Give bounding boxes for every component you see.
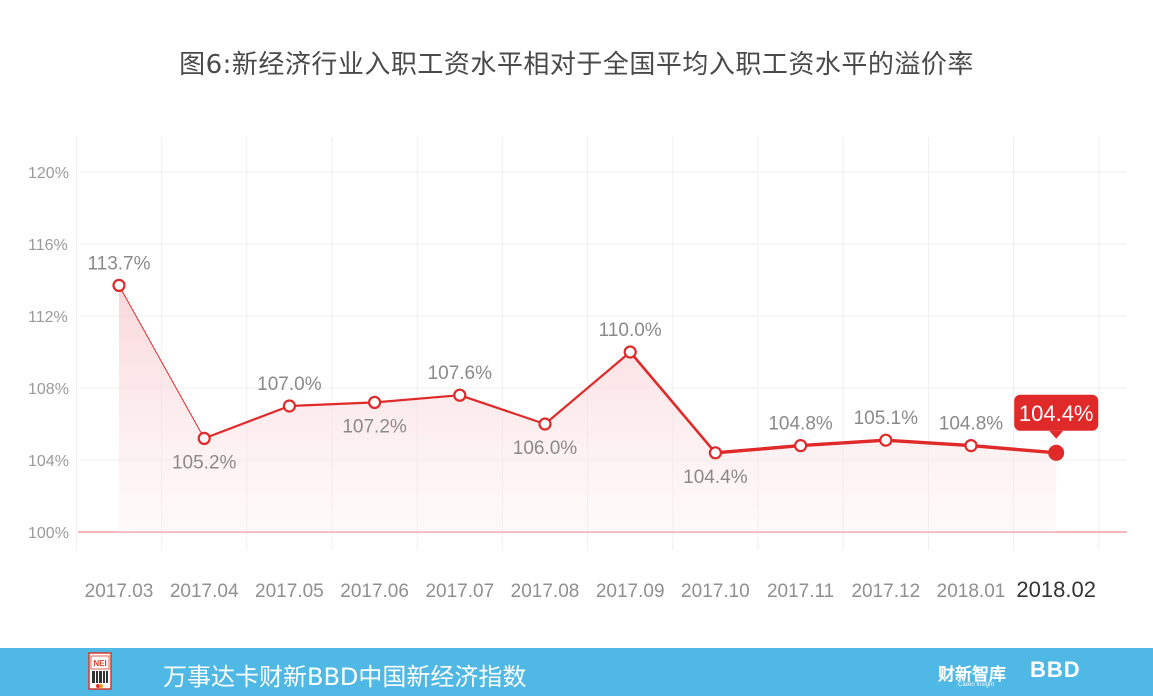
x-tick-label: 2017.12 bbox=[851, 581, 920, 602]
chart-title: 图6:新经济行业入职工资水平相对于全国平均入职工资水平的溢价率 bbox=[179, 50, 974, 80]
x-tick-label: 2017.05 bbox=[255, 581, 324, 602]
x-tick-label: 2018.02 bbox=[1016, 577, 1096, 602]
logo-text: NEI bbox=[93, 659, 106, 668]
data-label: 104.8% bbox=[939, 414, 1004, 435]
callout-pointer bbox=[1049, 430, 1064, 439]
data-label: 113.7% bbox=[87, 253, 150, 274]
footer-bar: NEI 万事达卡财新BBD中国新经济指数 财新智库 Caixin Insight… bbox=[0, 648, 1153, 696]
data-label: 107.2% bbox=[342, 416, 407, 437]
data-point bbox=[197, 431, 211, 445]
line-segment bbox=[798, 438, 888, 448]
data-point bbox=[623, 345, 637, 359]
line-segment bbox=[543, 350, 632, 426]
y-tick-label: 104% bbox=[28, 453, 69, 470]
area-fill bbox=[119, 285, 1057, 532]
data-point bbox=[964, 439, 978, 453]
data-label-highlight: 104.4% bbox=[1019, 401, 1094, 426]
data-label: 110.0% bbox=[599, 320, 662, 341]
y-tick-label: 108% bbox=[28, 381, 69, 398]
data-point bbox=[112, 278, 126, 292]
line-segment bbox=[203, 404, 291, 440]
data-label: 104.4% bbox=[683, 467, 748, 488]
data-labels: 113.7% 105.2% 107.0% 107.2% 107.6% 106.0% 110.… bbox=[87, 253, 1099, 488]
y-tick-label: 120% bbox=[28, 165, 69, 182]
data-label: 106.0% bbox=[513, 438, 578, 459]
data-point bbox=[708, 446, 723, 460]
x-tick-label: 2017.07 bbox=[425, 581, 494, 602]
nei-logo-icon: NEI bbox=[88, 652, 112, 690]
y-tick-label: 112% bbox=[28, 309, 68, 326]
line-segment bbox=[288, 401, 376, 408]
data-point bbox=[538, 417, 552, 431]
data-point bbox=[282, 399, 296, 413]
data-label: 105.2% bbox=[172, 452, 237, 473]
line-segment bbox=[884, 438, 973, 448]
line-segment bbox=[373, 394, 461, 404]
x-tick-label: 2017.11 bbox=[767, 581, 834, 602]
x-tick-label: 2017.10 bbox=[681, 581, 750, 602]
y-tick-label: 100% bbox=[28, 525, 69, 542]
data-label: 104.8% bbox=[768, 414, 833, 435]
line-segment bbox=[969, 443, 1058, 455]
data-point bbox=[453, 388, 467, 402]
data-point bbox=[793, 439, 808, 453]
data-label: 107.0% bbox=[257, 374, 322, 395]
data-point-highlight bbox=[1048, 444, 1065, 461]
data-label: 107.6% bbox=[428, 363, 493, 384]
x-tick-label: 2017.09 bbox=[596, 581, 665, 602]
x-axis-ticks: 2017.03 2017.04 2017.05 2017.06 2017.07 2017.… bbox=[85, 577, 1096, 602]
y-axis-ticks: 100% 104% 108% 112% 116% 120% bbox=[28, 165, 69, 542]
line-segment bbox=[458, 394, 547, 426]
line-segment bbox=[628, 350, 717, 455]
caixin-insight-subtext: Caixin Insight bbox=[958, 682, 995, 688]
y-tick-label: 116% bbox=[28, 237, 68, 254]
callout-box bbox=[1014, 394, 1099, 431]
line-segment bbox=[118, 284, 205, 439]
series-line bbox=[118, 284, 1058, 455]
data-points bbox=[112, 278, 1065, 461]
x-tick-label: 2017.04 bbox=[170, 581, 239, 602]
data-label: 105.1% bbox=[854, 408, 919, 429]
line-chart: 113.7% 105.2% 107.0% 107.2% 107.6% 106.0% 110.… bbox=[28, 137, 1127, 602]
x-tick-label: 2017.06 bbox=[340, 581, 409, 602]
x-tick-label: 2017.03 bbox=[85, 581, 154, 602]
x-tick-label: 2017.08 bbox=[511, 581, 580, 602]
x-tick-label: 2018.01 bbox=[937, 581, 1006, 602]
footer-index-name: 万事达卡财新BBD中国新经济指数 bbox=[163, 663, 527, 691]
caixin-insight-logo: 财新智库 bbox=[938, 665, 1006, 685]
area-fill-path bbox=[119, 285, 1057, 532]
data-point bbox=[879, 433, 893, 447]
line-segment bbox=[713, 443, 803, 455]
bbd-logo: BBD bbox=[1030, 657, 1081, 682]
data-point bbox=[368, 395, 382, 409]
